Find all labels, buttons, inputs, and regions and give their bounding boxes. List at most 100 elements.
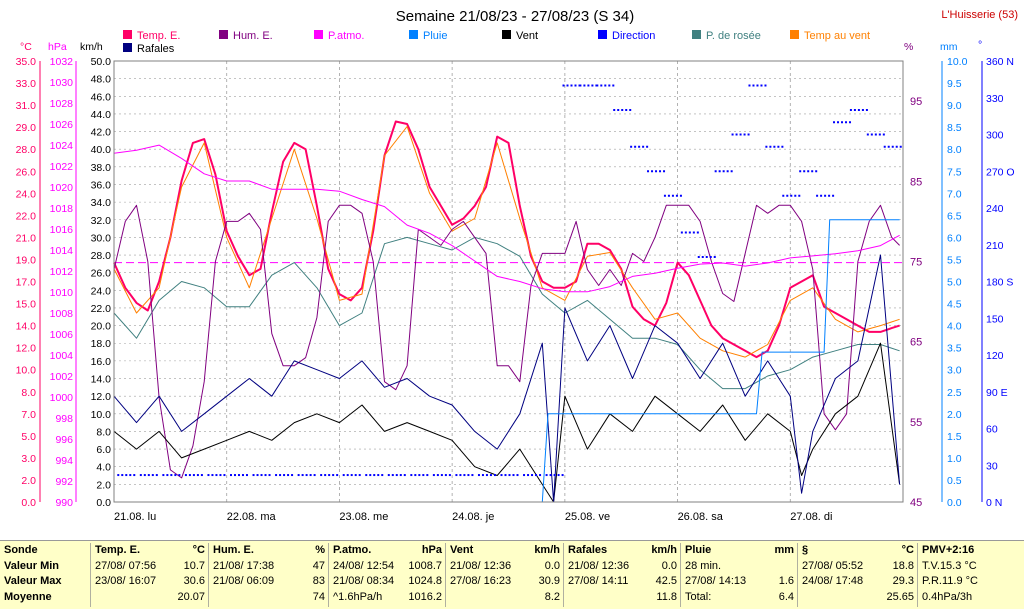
direction-point (444, 474, 447, 477)
direction-point (647, 170, 650, 173)
kmh-tick-label: 34.0 (91, 197, 112, 209)
direction-point (718, 170, 721, 173)
direction-point (241, 474, 244, 477)
stats-row: 25.65 (886, 590, 914, 603)
mm-tick-label: 4.0 (947, 321, 962, 333)
day-label: 26.08. sa (678, 511, 724, 523)
direction-point (688, 231, 691, 234)
direction-point (705, 256, 708, 258)
direction-point (782, 194, 785, 197)
direction-point (477, 474, 480, 477)
stats-row: 24/08/ 17:48 29.3 (802, 575, 914, 587)
day-label: 21.08. lu (114, 511, 156, 523)
stats-row: 21/08/ 06:09 83 (213, 575, 325, 587)
legend-label: Temp au vent (804, 30, 870, 42)
stats-row: 11.8 (656, 590, 677, 603)
legend-item: Temp au vent (790, 30, 870, 42)
direction-point (629, 109, 632, 111)
direction-point (305, 474, 308, 477)
direction-point (489, 474, 492, 477)
stats-header: Sonde (4, 544, 38, 556)
legend-item: Direction (598, 30, 655, 42)
temp-tick-label: 0.0 (21, 497, 36, 509)
direction-point (659, 170, 662, 173)
pct-unit: % (904, 41, 913, 53)
direction-point (630, 145, 633, 148)
direction-point (121, 474, 124, 477)
direction-point (301, 474, 304, 477)
direction-point (381, 474, 384, 477)
direction-point (426, 474, 429, 477)
kmh-tick-label: 12.0 (91, 391, 112, 403)
left-axes: 35.0 33.0 31.0 29.0 28.0 26.0 24.0 22.0 21.0 19.0… (16, 56, 112, 509)
legend-label: Vent (516, 30, 538, 42)
kmh-tick-label: 38.0 (91, 162, 112, 174)
direction-point (553, 474, 556, 477)
direction-point (756, 84, 759, 87)
direction-point (837, 121, 840, 124)
temp-tick-label: 22.0 (16, 210, 37, 222)
stats-row: 21/08/ 08:34 1024.8 (333, 575, 442, 587)
legend-swatch (409, 30, 418, 39)
deg-unit: ° (978, 39, 982, 51)
legend-label: Direction (612, 30, 655, 42)
legend-label: Pluie (423, 30, 447, 42)
direction-point (895, 145, 898, 148)
temp-tick-label: 28.0 (16, 144, 37, 156)
direction-point (410, 474, 413, 477)
hpa-tick-label: 1006 (50, 329, 74, 341)
stats-row: 0.4hPa/3h (922, 590, 973, 603)
legend-swatch (598, 30, 607, 39)
direction-point (143, 474, 146, 477)
direction-point (587, 84, 590, 87)
kmh-tick-label: 20.0 (91, 321, 112, 333)
direction-point (638, 145, 641, 148)
temp-tick-label: 7.0 (21, 409, 36, 421)
stats-row: 21/08/ 12:36 0.0 (450, 559, 560, 572)
series-vent (113, 342, 901, 503)
kmh-tick-label: 6.0 (96, 444, 111, 456)
direction-point (129, 474, 132, 477)
hpa-tick-label: 1016 (50, 224, 74, 236)
kmh-tick-label: 40.0 (91, 144, 112, 156)
kmh-tick-label: 0.0 (96, 497, 111, 509)
temp-tick-label: 15.0 (16, 299, 37, 311)
direction-point (139, 474, 142, 477)
direction-point (713, 256, 716, 258)
direction-point (651, 170, 654, 173)
direction-point (726, 170, 729, 173)
deg-tick-label: 360 N (986, 56, 1014, 68)
direction-point (663, 194, 666, 197)
direction-point (365, 474, 368, 477)
hpa-tick-label: 1014 (50, 245, 74, 257)
hpa-tick-label: 1026 (50, 119, 74, 131)
kmh-unit: km/h (80, 41, 103, 53)
direction-point (200, 474, 203, 477)
kmh-tick-label: 46.0 (91, 91, 112, 103)
hpa-tick-label: 996 (55, 434, 73, 446)
direction-point (642, 145, 645, 148)
deg-tick-label: 180 S (986, 277, 1013, 289)
direction-point (591, 84, 594, 87)
direction-point (557, 474, 560, 477)
direction-point (523, 474, 526, 477)
direction-point (777, 145, 780, 148)
x-axis: 21.08. lu 22.08. ma 23.08. me 24.08. je 25.0… (114, 511, 832, 523)
direction-point (675, 194, 678, 197)
hpa-tick-label: 1030 (50, 77, 74, 89)
direction-point (545, 474, 548, 477)
direction-point (849, 121, 852, 124)
direction-point (391, 474, 394, 477)
direction-point (414, 474, 417, 477)
deg-tick-label: 240 (986, 203, 1004, 215)
kmh-tick-label: 16.0 (91, 356, 112, 368)
direction-point (722, 170, 725, 173)
stats-row: Total: 6.4 (685, 590, 794, 603)
legend-item: Rafales (123, 43, 175, 55)
deg-tick-label: 270 O (986, 166, 1015, 178)
stats-table: Sonde Valeur Min Valeur Max Moyenne Temp. E.… (0, 540, 1024, 609)
direction-point (799, 170, 802, 173)
direction-point (730, 170, 733, 173)
direction-point (252, 474, 255, 477)
series-hum-e (113, 204, 900, 479)
